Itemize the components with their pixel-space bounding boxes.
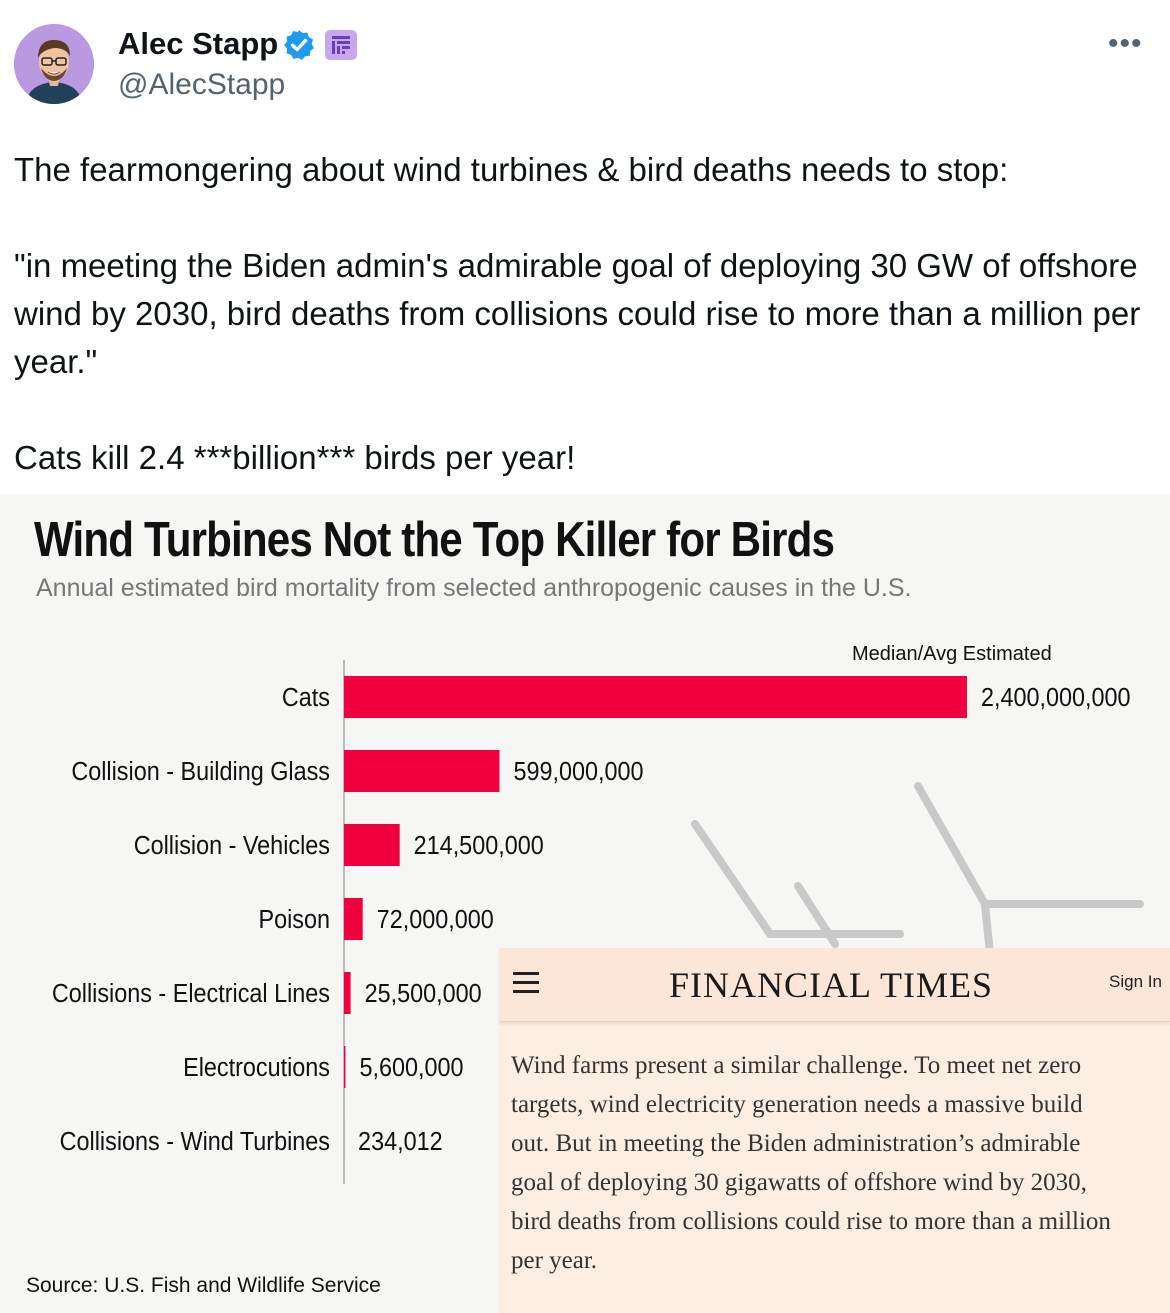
bars-group: Cats 2,400,000,000 Collision - Building Gl… xyxy=(52,676,1131,1162)
more-options-icon[interactable]: ••• xyxy=(1108,27,1143,60)
verified-badge-icon[interactable] xyxy=(282,28,316,62)
ft-article-line: targets, wind electricity generation nee… xyxy=(511,1091,1083,1118)
bar xyxy=(344,898,363,940)
bar xyxy=(344,824,400,866)
ft-article-panel: FINANCIAL TIMES Sign In Wind farms prese… xyxy=(499,948,1170,1313)
ft-article-line: Wind farms present a similar challenge. … xyxy=(511,1052,1082,1079)
turbine-blade xyxy=(794,882,839,948)
bar xyxy=(344,676,967,718)
value-label: 5,600,000 xyxy=(359,1054,463,1082)
author-name[interactable]: Alec Stapp xyxy=(118,26,279,61)
author-handle[interactable]: @AlecStapp xyxy=(118,68,286,101)
tweet-media-image[interactable]: Wind Turbines Not the Top Killer for Bir… xyxy=(0,494,1170,1313)
hamburger-menu-icon[interactable] xyxy=(513,972,539,994)
ft-header: FINANCIAL TIMES Sign In xyxy=(499,948,1170,1022)
category-label: Collisions - Electrical Lines xyxy=(52,980,330,1008)
bar xyxy=(344,750,500,792)
chart-source: Source: U.S. Fish and Wildlife Service xyxy=(26,1274,381,1297)
tweet-paragraph-spacer xyxy=(14,386,1144,434)
bar xyxy=(344,1046,346,1088)
value-label: 72,000,000 xyxy=(377,906,494,934)
ft-article-line: per year. xyxy=(511,1247,598,1274)
turbine-blade xyxy=(914,782,989,908)
category-label: Collision - Vehicles xyxy=(134,832,330,860)
wind-turbine-silhouettes xyxy=(691,782,1144,958)
ft-masthead[interactable]: FINANCIAL TIMES xyxy=(669,965,994,1005)
affiliate-badge-icon[interactable] xyxy=(325,30,357,60)
ft-article-line: bird deaths from collisions could rise t… xyxy=(511,1208,1111,1235)
value-label: 25,500,000 xyxy=(365,980,482,1008)
chart-title: Wind Turbines Not the Top Killer for Bir… xyxy=(34,513,835,567)
tweet-paragraph-spacer xyxy=(14,194,1144,242)
tweet-paragraph: The fearmongering about wind turbines & … xyxy=(14,151,1009,188)
turbine-tower xyxy=(981,900,994,958)
avatar[interactable] xyxy=(14,24,94,104)
category-label: Poison xyxy=(258,906,330,934)
ft-article-line: out. But in meeting the Biden administra… xyxy=(511,1130,1081,1157)
category-label: Electrocutions xyxy=(183,1054,330,1082)
turbine-blade xyxy=(691,820,774,938)
ft-article-body: Wind farms present a similar challenge. … xyxy=(511,1046,1161,1280)
value-header: Median/Avg Estimated xyxy=(852,643,1052,665)
category-label: Collisions - Wind Turbines xyxy=(60,1128,330,1156)
affiliate-logo-icon xyxy=(332,36,350,54)
tweet-text: The fearmongering about wind turbines & … xyxy=(14,146,1144,482)
bar-chart: Median/Avg Estimated Cats 2,400,000,000 Co… xyxy=(52,643,1144,1184)
chart-subtitle: Annual estimated bird mortality from sel… xyxy=(36,574,912,602)
ft-article-line: goal of deploying 30 gigawatts of offsho… xyxy=(511,1169,1087,1196)
value-label: 2,400,000,000 xyxy=(981,684,1131,712)
avatar-portrait-icon xyxy=(14,24,94,104)
category-label: Cats xyxy=(282,684,330,712)
tweet-paragraph: "in meeting the Biden admin's admirable … xyxy=(14,247,1150,380)
bar xyxy=(344,972,351,1014)
tweet-paragraph: Cats kill 2.4 ***billion*** birds per ye… xyxy=(14,439,576,476)
category-label: Collision - Building Glass xyxy=(71,758,330,786)
value-label: 599,000,000 xyxy=(513,758,643,786)
value-label: 234,012 xyxy=(358,1128,443,1156)
ft-sign-in-link[interactable]: Sign In xyxy=(1109,972,1162,991)
tweet-header: Alec Stapp @AlecStapp ••• xyxy=(0,0,1170,120)
value-label: 214,500,000 xyxy=(414,832,544,860)
